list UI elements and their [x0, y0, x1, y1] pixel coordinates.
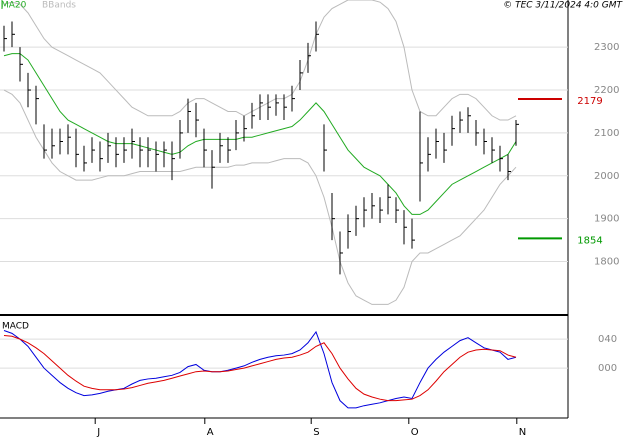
y-tick-label: 000 — [598, 363, 617, 374]
panel-title: MACD — [2, 322, 29, 332]
macd-line — [3, 335, 517, 402]
level-label: 1854 — [577, 235, 602, 246]
legend-label: BBands — [42, 1, 76, 11]
legend-label: MA20 — [1, 1, 27, 11]
level-label: 2179 — [577, 96, 602, 107]
y-tick-label: 1800 — [594, 257, 619, 268]
x-tick-label: N — [519, 427, 526, 438]
y-tick-label: 1900 — [594, 214, 619, 225]
ma-line — [3, 53, 517, 215]
y-tick-label: 2200 — [594, 85, 619, 96]
y-tick-label: 2100 — [594, 128, 619, 139]
y-tick-label: 040 — [598, 334, 617, 345]
chart-title: © TEC 3/11/2024 4:0 GMT — [503, 1, 623, 11]
band-lower — [3, 89, 517, 305]
x-tick-label: S — [313, 427, 319, 438]
x-tick-label: A — [207, 427, 214, 438]
y-tick-label: 2000 — [594, 171, 619, 182]
x-tick-label: O — [411, 427, 419, 438]
macd-line — [3, 329, 517, 409]
x-tick-label: J — [96, 427, 100, 438]
y-tick-label: 2300 — [594, 42, 619, 53]
